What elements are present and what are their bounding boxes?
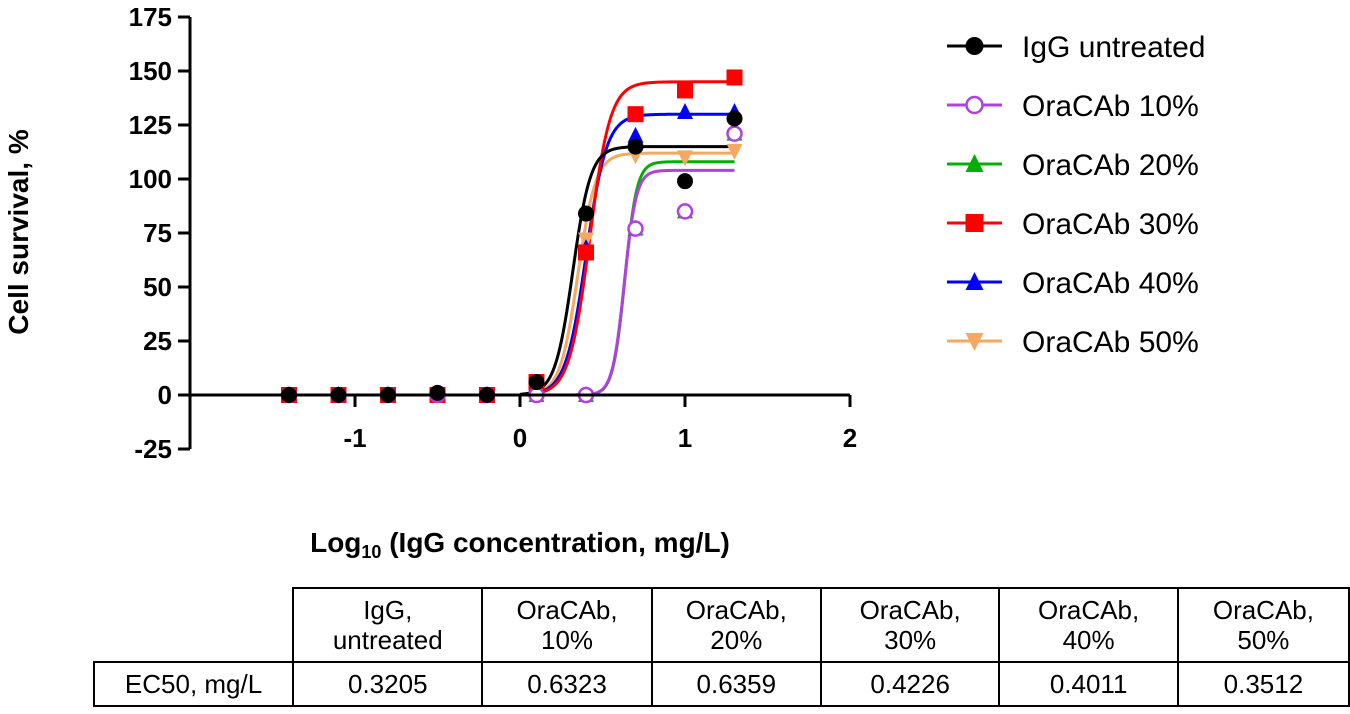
data-point-oracab-50 [677, 150, 693, 167]
table-cell-ec50: 0.4011 [998, 661, 1179, 707]
table-header-line: 40% [1062, 625, 1115, 655]
table-header-line: IgG, [363, 595, 413, 625]
y-tick-label: -25 [134, 434, 172, 464]
legend-label-igg-untreated: IgG untreated [1022, 31, 1205, 64]
table-header-line: OraCAb, [1038, 595, 1140, 625]
data-point-igg-untreated [627, 138, 644, 155]
data-point-oracab-10 [726, 125, 743, 142]
data-point-oracab-40 [677, 103, 693, 120]
x-tick-label: -1 [343, 423, 366, 453]
legend: IgG untreated OraCAb 10% OraCAb 20% OraCAb … [947, 31, 1205, 359]
table-cell-ec50: 0.4226 [819, 661, 1001, 707]
data-point-igg-untreated [677, 173, 693, 190]
legend-marker-oracab-40 [965, 272, 984, 290]
table-header-line: OraCAb, [516, 595, 618, 625]
data-point-oracab-30 [726, 69, 743, 86]
x-axis-label: Log10 (IgG concentration, mg/L) [310, 527, 730, 562]
data-point-oracab-50 [726, 143, 743, 160]
fit-curve-oracab-30 [519, 80, 735, 397]
table-header-row: IgG, untreated OraCAb, 10% OraCAb, 20% OraCAb,… [94, 587, 1350, 663]
table-header-cell: OraCAb, 50% [1176, 587, 1350, 663]
table-header-cell: OraCAb, 10% [481, 587, 653, 663]
data-point-igg-untreated [578, 205, 594, 222]
table-corner-cell [94, 588, 295, 663]
axes: -25 0 25 50 75 100 125 150 175 -1 0 1 2 [129, 2, 858, 464]
table-row: EC50, mg/L 0.3205 0.6323 0.6359 0.4226 0.401… [92, 661, 1350, 707]
table-cell-ec50: 0.3512 [1176, 661, 1350, 707]
table-cell-ec50: 0.6323 [481, 661, 653, 707]
table-header-line: OraCAb, [685, 595, 787, 625]
legend-marker-oracab-50 [965, 333, 984, 351]
y-axis-label: Cell survival, % [3, 129, 34, 335]
data-point-oracab-30 [627, 106, 644, 123]
table-header-line: 30% [884, 625, 937, 655]
y-tick-label: 25 [143, 326, 172, 356]
data-markers [280, 69, 743, 404]
y-tick-label: 150 [129, 56, 172, 86]
x-tick-label: 2 [843, 423, 857, 453]
table-cell-ec50: 0.3205 [292, 661, 484, 707]
data-point-oracab-30 [578, 244, 594, 261]
ec50-table: IgG, untreated OraCAb, 10% OraCAb, 20% OraCAb,… [92, 587, 1350, 707]
legend-label-oracab-30: OraCAb 30% [1022, 208, 1199, 241]
table-header-cell: OraCAb, 40% [998, 587, 1179, 663]
table-header-line: 20% [710, 625, 763, 655]
table-header-line: untreated [332, 625, 443, 655]
legend-marker-igg-untreated [965, 37, 984, 55]
legend-marker-oracab-10 [965, 95, 984, 115]
fit-curves [519, 80, 735, 397]
data-point-igg-untreated [528, 374, 545, 391]
x-tick-label: 1 [678, 423, 692, 453]
y-tick-label: 100 [129, 164, 172, 194]
table-row-label: EC50, mg/L [92, 661, 295, 707]
table-header-cell: OraCAb, 20% [650, 587, 822, 663]
fit-curve-oracab-40 [519, 112, 735, 397]
legend-label-oracab-50: OraCAb 50% [1022, 326, 1199, 359]
x-axis-label-prefix: Log [310, 527, 361, 558]
legend-label-oracab-20: OraCAb 20% [1022, 149, 1199, 182]
table-header-line: OraCAb, [1212, 595, 1314, 625]
y-tick-label: 125 [129, 110, 172, 140]
y-tick-label: 175 [129, 2, 172, 32]
x-tick-label: 0 [513, 423, 527, 453]
data-point-oracab-10 [627, 220, 644, 237]
legend-label-oracab-10: OraCAb 10% [1022, 90, 1199, 123]
x-axis-label-subscript: 10 [361, 542, 381, 562]
y-tick-label: 50 [143, 272, 172, 302]
fit-curve-oracab-20 [520, 160, 735, 397]
x-axis-label-suffix: (IgG concentration, mg/L) [381, 527, 729, 558]
data-point-oracab-30 [677, 82, 693, 99]
table-cell-ec50: 0.6359 [650, 661, 822, 707]
y-tick-label: 0 [158, 380, 172, 410]
y-tick-label: 75 [143, 218, 172, 248]
fit-curve-igg-untreated [519, 145, 735, 396]
table-header-cell: IgG, untreated [292, 587, 484, 663]
data-point-oracab-10 [676, 203, 694, 220]
legend-marker-oracab-20 [965, 154, 984, 172]
fit-curve-oracab-10 [520, 168, 735, 397]
table-header-line: OraCAb, [859, 595, 961, 625]
data-point-igg-untreated [429, 384, 446, 401]
legend-marker-oracab-30 [965, 214, 984, 232]
data-point-oracab-40 [627, 126, 644, 143]
data-point-igg-untreated [726, 110, 743, 127]
legend-label-oracab-40: OraCAb 40% [1022, 267, 1199, 300]
table-header-line: 10% [541, 625, 594, 655]
fit-curve-oracab-50 [519, 151, 735, 397]
table-header-cell: OraCAb, 30% [819, 587, 1001, 663]
table-header-line: 50% [1237, 625, 1290, 655]
